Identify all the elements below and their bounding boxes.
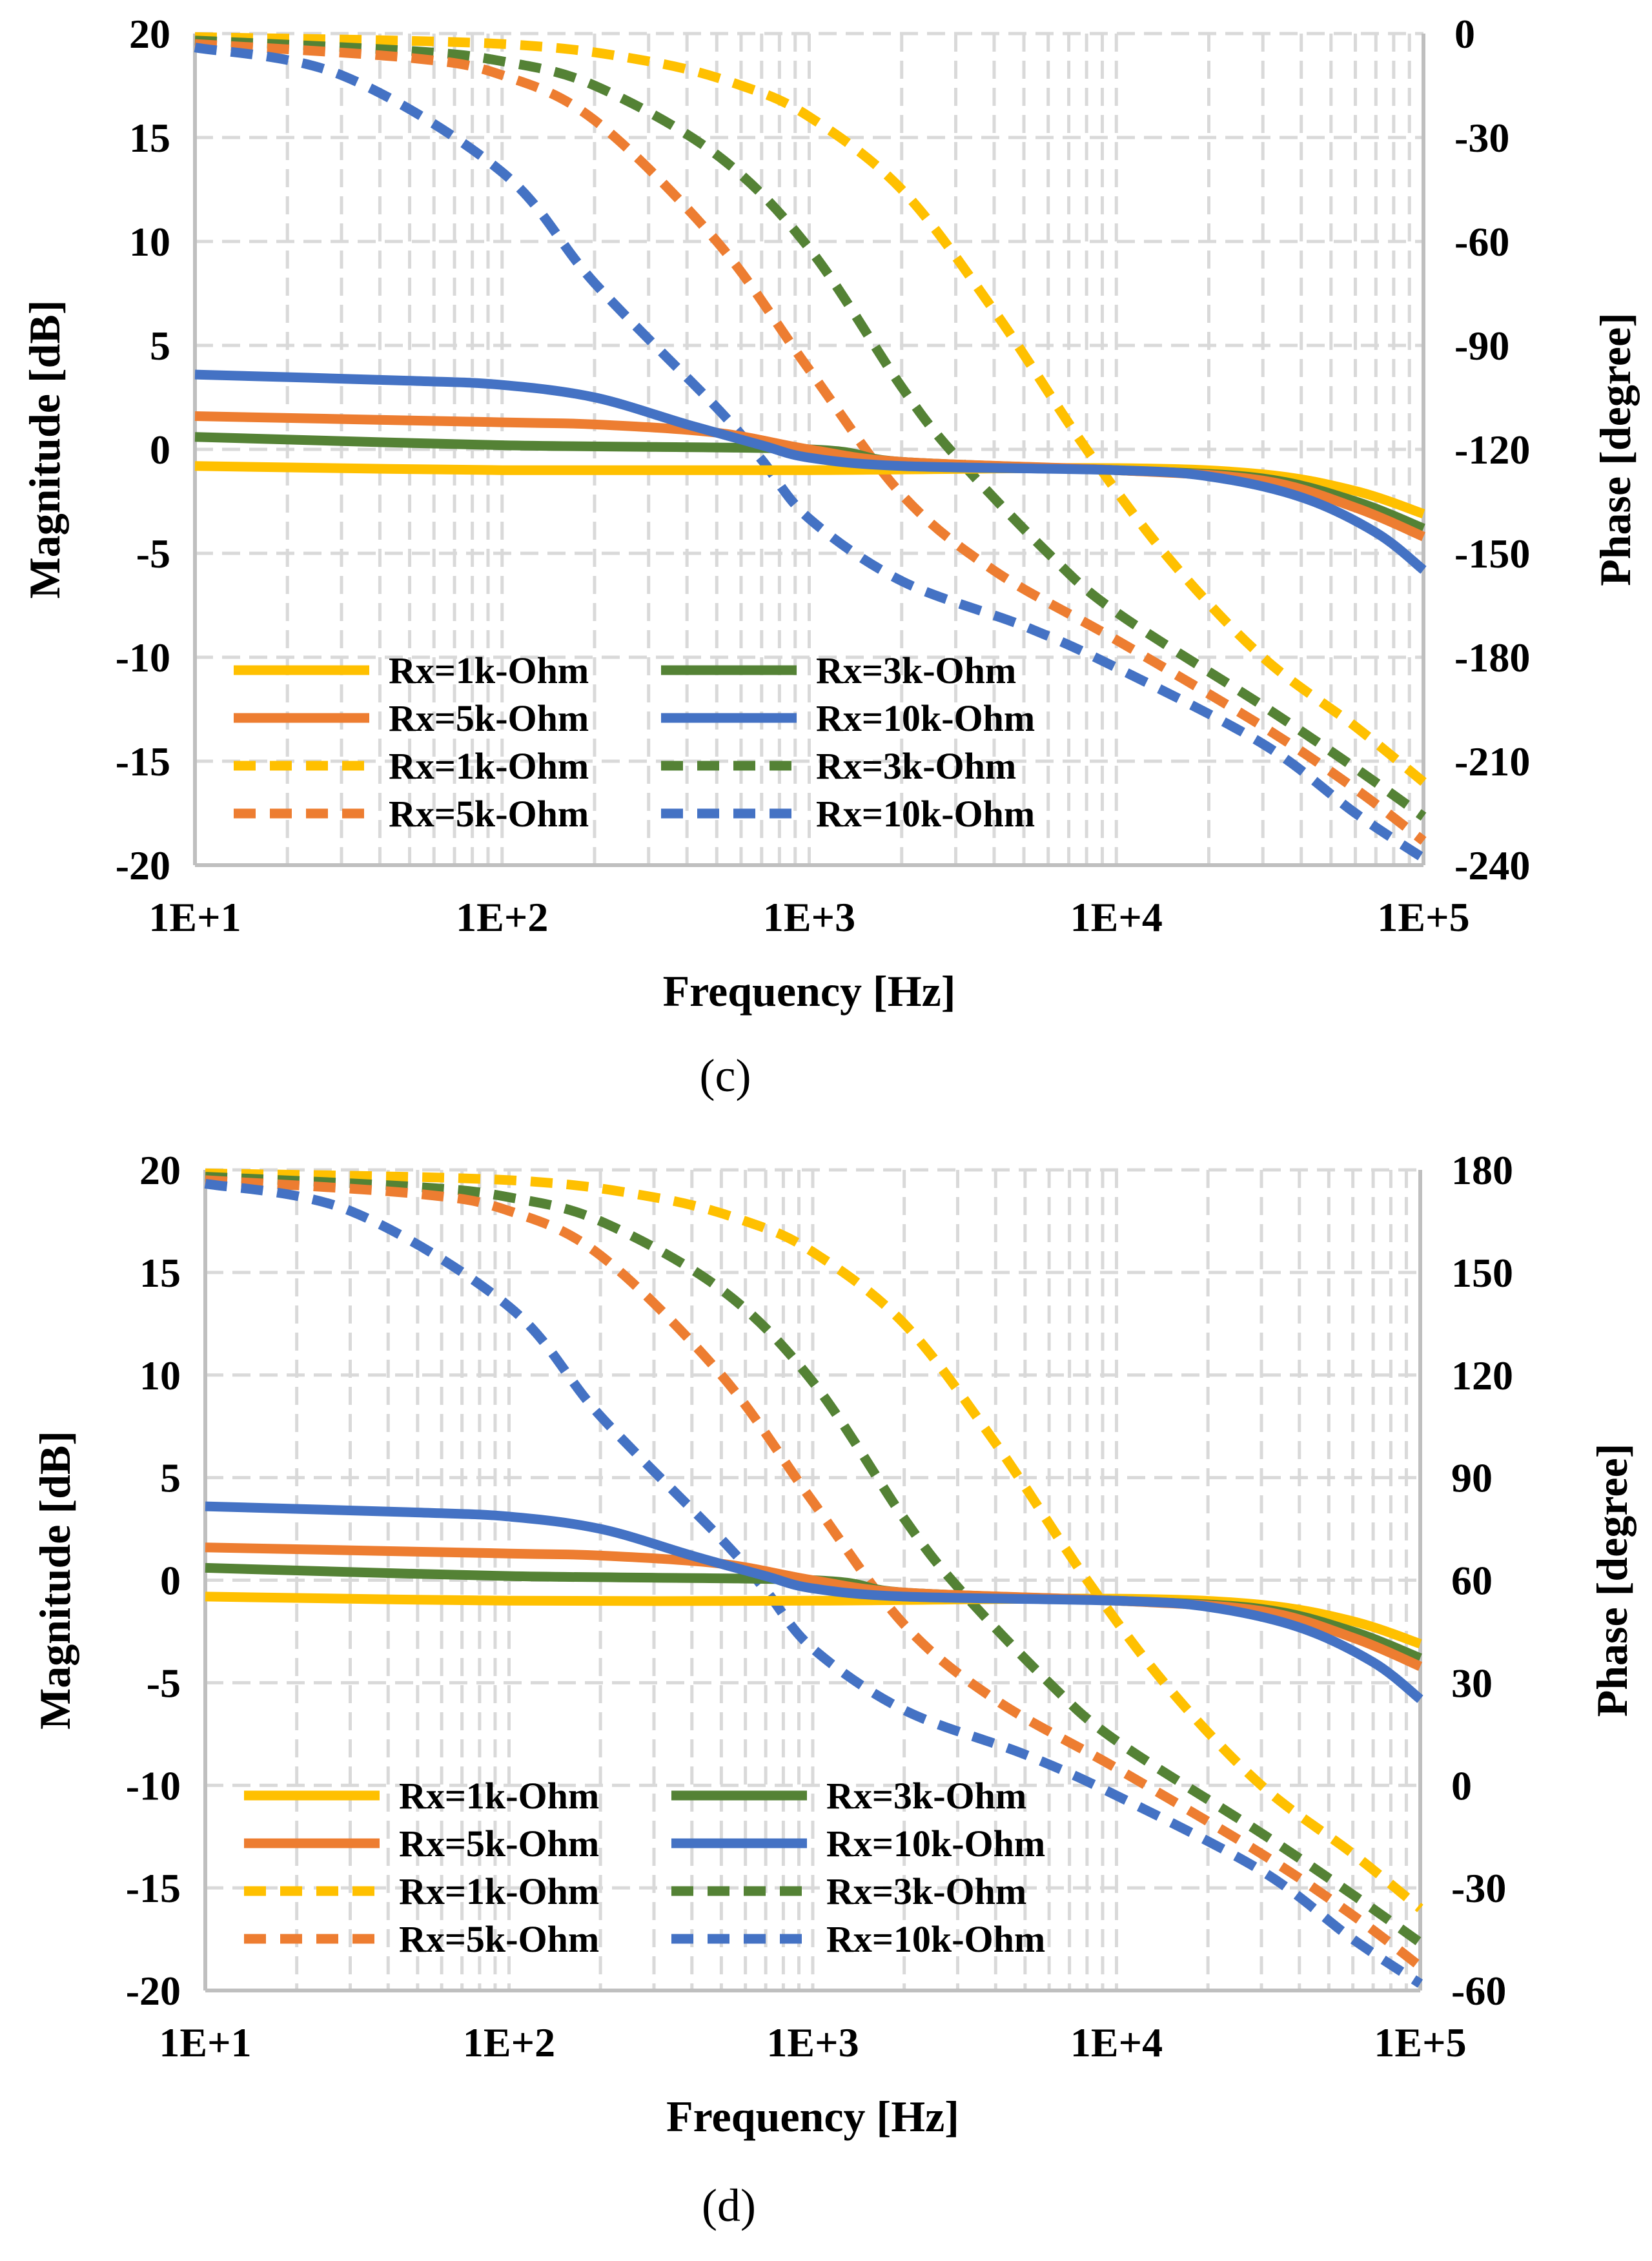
y2-tick-label: 90 xyxy=(1451,1455,1493,1501)
series-line-phase-rx-10k-ohm xyxy=(194,43,1427,863)
y-tick-label: 5 xyxy=(150,323,170,369)
y2-tick-label: 120 xyxy=(1451,1353,1513,1398)
y-tick-label: 0 xyxy=(160,1558,181,1604)
y2-tick-label: -210 xyxy=(1454,739,1530,784)
x-tick-label: 1E+1 xyxy=(159,2020,251,2065)
y-tick-label: -20 xyxy=(116,843,170,888)
legend-label: Rx=3k-Ohm xyxy=(816,650,1016,691)
series-line-magnitude-rx-10k-ohm xyxy=(205,1501,1423,1703)
legend-label: Rx=3k-Ohm xyxy=(826,1775,1026,1817)
x-tick-label: 1E+3 xyxy=(766,2020,859,2065)
legend-label: Rx=3k-Ohm xyxy=(816,745,1016,787)
legend-label: Rx=10k-Ohm xyxy=(816,793,1035,835)
y-tick-label: 5 xyxy=(160,1455,181,1501)
series-line-phase-rx-10k-ohm xyxy=(204,1178,1423,1988)
y-tick-label: -15 xyxy=(116,739,170,784)
legend-label: Rx=5k-Ohm xyxy=(399,1918,599,1960)
y-tick-label: -10 xyxy=(126,1763,181,1808)
y2-tick-label: 0 xyxy=(1454,11,1475,57)
x-tick-label: 1E+4 xyxy=(1070,2020,1163,2065)
legend-label: Rx=1k-Ohm xyxy=(399,1870,599,1912)
legend-label: Rx=1k-Ohm xyxy=(389,745,589,787)
y-tick-label: -15 xyxy=(126,1865,181,1911)
panel-c: 20 15 10 5 0 -5 -10 -15 -20 0 -30 -60 -90 -120 -150 -18… xyxy=(20,11,1640,1101)
series-line-phase-rx-3k-ohm xyxy=(194,36,1427,821)
x-tick-label: 1E+3 xyxy=(763,894,855,940)
y2-tick-label: 180 xyxy=(1451,1147,1513,1193)
x-axis-title: Frequency [Hz] xyxy=(663,967,956,1016)
legend-label: Rx=3k-Ohm xyxy=(826,1870,1026,1912)
legend-label: Rx=10k-Ohm xyxy=(826,1918,1045,1960)
series-group xyxy=(194,32,1427,863)
legend-label: Rx=1k-Ohm xyxy=(399,1775,599,1817)
series-line-phase-rx-3k-ohm xyxy=(205,1172,1423,1947)
x-tick-label: 1E+2 xyxy=(463,2020,555,2065)
y2-tick-label: -180 xyxy=(1454,635,1530,680)
series-line-magnitude-rx-5k-ohm xyxy=(194,411,1425,542)
legend-label: Rx=1k-Ohm xyxy=(389,650,589,691)
series-group xyxy=(204,1168,1423,1988)
y2-tick-label: 30 xyxy=(1451,1660,1493,1706)
y2-tick-label: -240 xyxy=(1454,843,1530,888)
y-tick-label: -20 xyxy=(126,1968,181,2014)
legend-label: Rx=5k-Ohm xyxy=(399,1823,599,1865)
y-tick-label: 15 xyxy=(139,1250,181,1296)
y2-tick-label: -60 xyxy=(1454,219,1509,265)
y2-axis-title: Phase [degree] xyxy=(1591,312,1640,586)
panel-caption: (d) xyxy=(702,2180,756,2231)
series-line-magnitude-rx-5k-ohm xyxy=(205,1542,1422,1671)
y-tick-label: 20 xyxy=(129,11,170,57)
panel-d: 20 15 10 5 0 -5 -10 -15 -20 180 150 120 90 60 30 0 -30 -6… xyxy=(30,1147,1637,2231)
y-tick-label: 15 xyxy=(129,115,170,161)
series-line-magnitude-rx-10k-ohm xyxy=(194,369,1427,574)
legend: Rx=1k-Ohm Rx=3k-Ohm Rx=5k-Ohm Rx=10k-Ohm Rx=… xyxy=(234,650,1035,835)
x-tick-label: 1E+2 xyxy=(456,894,548,940)
y2-tick-label: -120 xyxy=(1454,427,1530,473)
x-tick-label: 1E+4 xyxy=(1070,894,1163,940)
y-tick-label: -5 xyxy=(147,1660,181,1706)
y2-tick-label: -90 xyxy=(1454,323,1509,369)
y-tick-label: -5 xyxy=(136,531,170,577)
y-tick-label: 0 xyxy=(150,427,170,473)
y-axis-title: Magnitude [dB] xyxy=(20,300,69,599)
legend-label: Rx=5k-Ohm xyxy=(389,697,589,739)
y-tick-label: 10 xyxy=(139,1353,181,1398)
y2-tick-label: -60 xyxy=(1451,1968,1506,2014)
legend-label: Rx=5k-Ohm xyxy=(389,793,589,835)
y2-axis-title: Phase [degree] xyxy=(1587,1444,1637,1717)
legend-label: Rx=10k-Ohm xyxy=(826,1823,1045,1865)
y2-tick-label: 60 xyxy=(1451,1558,1493,1604)
panel-caption: (c) xyxy=(700,1050,751,1101)
series-line-phase-rx-1k-ohm xyxy=(194,32,1427,786)
x-tick-label: 1E+5 xyxy=(1374,2020,1466,2065)
x-tick-label: 1E+1 xyxy=(148,894,241,940)
y2-tick-label: 0 xyxy=(1451,1763,1472,1808)
y-tick-label: 10 xyxy=(129,219,170,265)
y-tick-label: 20 xyxy=(139,1147,181,1193)
y-axis-title: Magnitude [dB] xyxy=(30,1431,79,1730)
legend-label: Rx=10k-Ohm xyxy=(816,697,1035,739)
legend: Rx=1k-Ohm Rx=3k-Ohm Rx=5k-Ohm Rx=10k-Ohm Rx=… xyxy=(244,1775,1045,1960)
y-tick-label: -10 xyxy=(116,635,170,680)
x-tick-label: 1E+5 xyxy=(1377,894,1469,940)
series-line-phase-rx-5k-ohm xyxy=(205,1175,1423,1970)
y2-tick-label: 150 xyxy=(1451,1250,1513,1296)
x-axis-title: Frequency [Hz] xyxy=(666,2092,959,2141)
y2-tick-label: -30 xyxy=(1454,115,1509,161)
y2-tick-label: -30 xyxy=(1451,1865,1506,1911)
series-line-phase-rx-1k-ohm xyxy=(205,1168,1423,1912)
y2-tick-label: -150 xyxy=(1454,531,1530,577)
